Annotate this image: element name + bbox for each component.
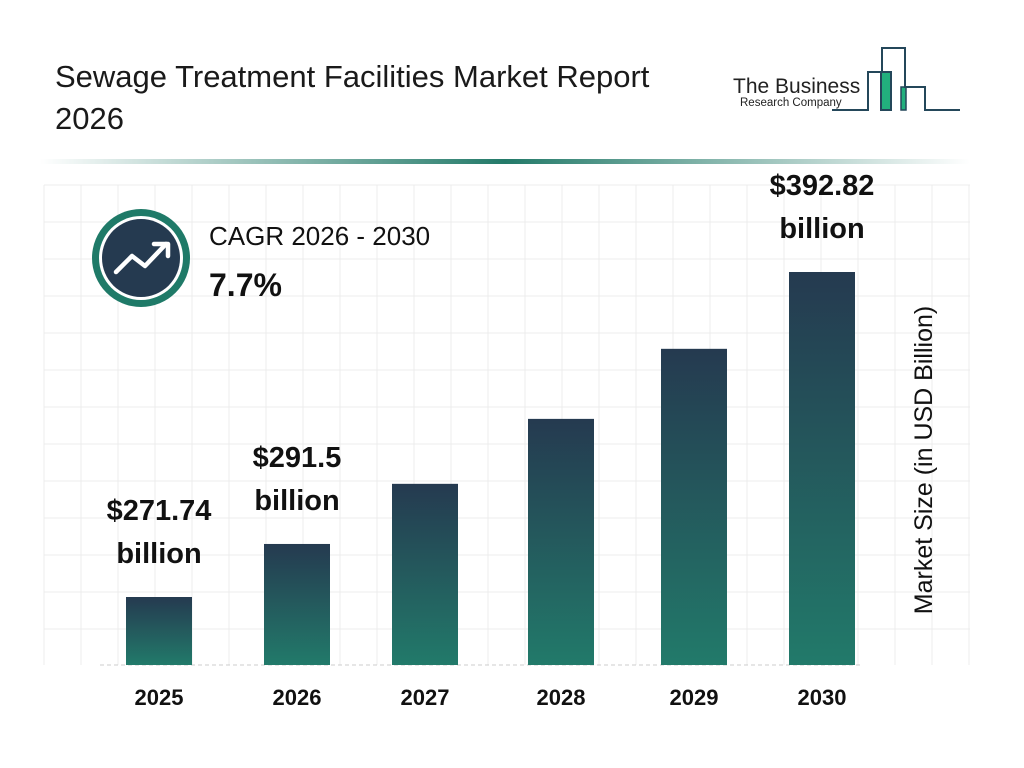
bar-2029 bbox=[661, 348, 727, 665]
x-tick-label: 2025 bbox=[135, 685, 184, 710]
bar-2026 bbox=[264, 543, 330, 665]
bar-2030 bbox=[789, 272, 855, 665]
data-label-unit: billion bbox=[254, 485, 339, 517]
x-tick-label: 2027 bbox=[401, 685, 450, 710]
cagr-value: 7.7% bbox=[209, 267, 282, 303]
bar-2028 bbox=[528, 418, 594, 665]
logo-line1: The Business bbox=[733, 75, 860, 98]
x-tick-label: 2029 bbox=[670, 685, 719, 710]
cagr-badge bbox=[92, 209, 190, 307]
page-title: Sewage Treatment Facilities Market Repor… bbox=[55, 59, 650, 136]
logo: The Business Research Company bbox=[733, 47, 960, 111]
data-label: $271.74 bbox=[107, 495, 212, 527]
data-label: $392.82 bbox=[770, 170, 875, 202]
trend-up-icon bbox=[113, 241, 171, 275]
x-tick-label: 2026 bbox=[273, 685, 322, 710]
cagr-label: CAGR 2026 - 2030 bbox=[209, 221, 430, 251]
x-tick-label: 2028 bbox=[537, 685, 586, 710]
bar-2027 bbox=[392, 483, 458, 665]
bar-2025 bbox=[126, 597, 192, 665]
logo-line2: Research Company bbox=[740, 97, 842, 109]
x-tick-label: 2030 bbox=[798, 685, 847, 710]
data-label-unit: billion bbox=[779, 213, 864, 245]
y-axis-label: Market Size (in USD Billion) bbox=[910, 306, 938, 614]
header-divider bbox=[40, 159, 970, 164]
data-label: $291.5 bbox=[253, 442, 342, 474]
data-label-unit: billion bbox=[116, 538, 201, 570]
